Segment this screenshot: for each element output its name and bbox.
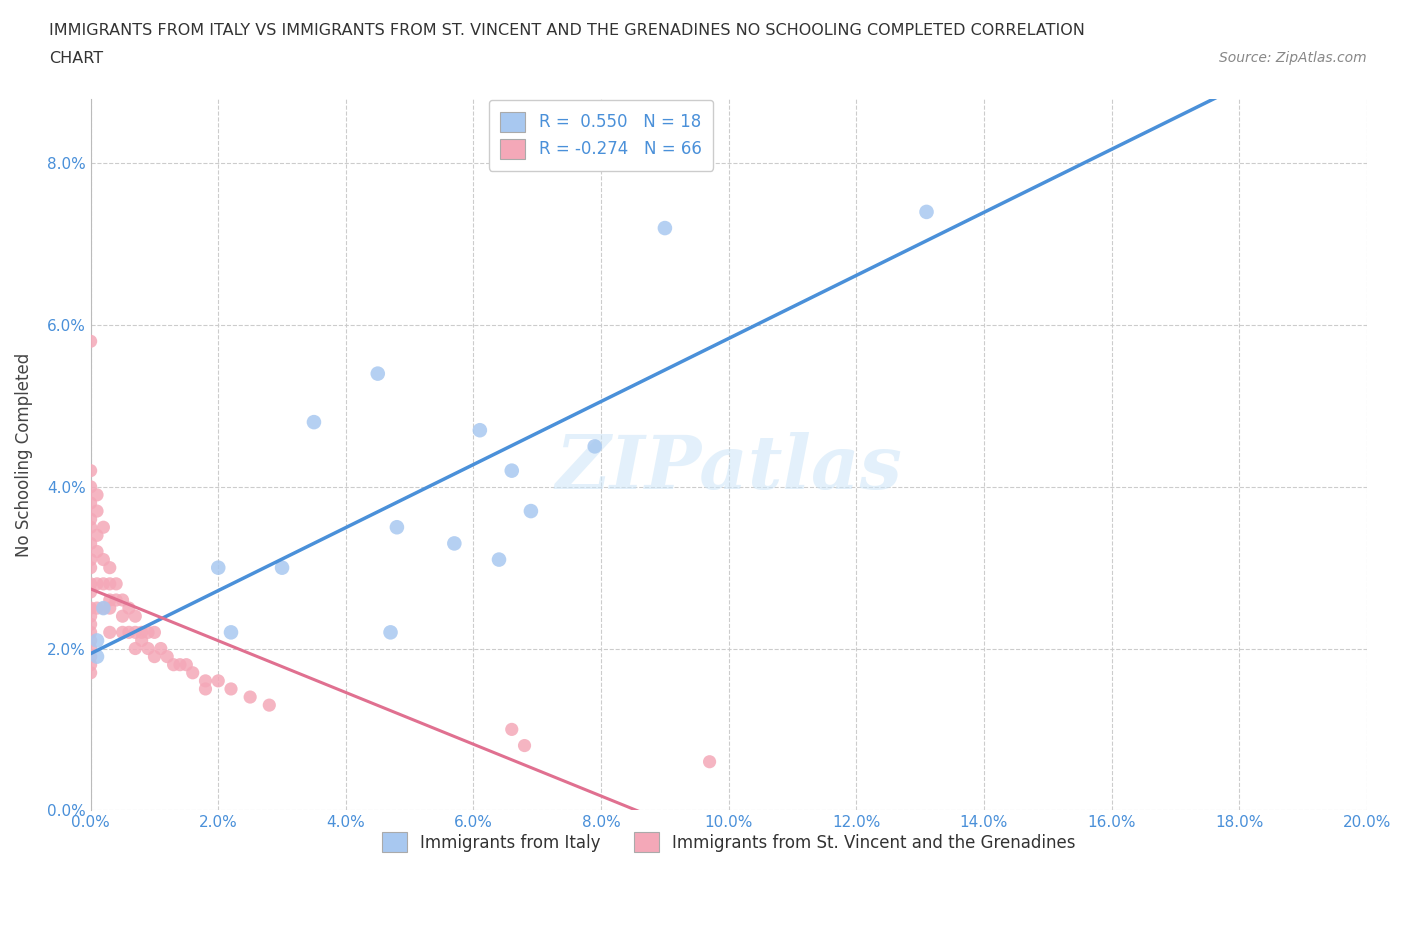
Point bbox=[93, 520, 115, 535]
Point bbox=[98, 601, 121, 616]
Point bbox=[79, 601, 101, 616]
Point bbox=[131, 633, 153, 648]
Text: CHART: CHART bbox=[49, 51, 103, 66]
Point bbox=[207, 673, 229, 688]
Point bbox=[79, 609, 101, 624]
Point bbox=[79, 665, 101, 680]
Point bbox=[86, 577, 108, 591]
Text: IMMIGRANTS FROM ITALY VS IMMIGRANTS FROM ST. VINCENT AND THE GRENADINES NO SCHOO: IMMIGRANTS FROM ITALY VS IMMIGRANTS FROM… bbox=[49, 23, 1085, 38]
Point bbox=[654, 220, 676, 235]
Point bbox=[98, 625, 121, 640]
Point bbox=[118, 601, 141, 616]
Point bbox=[93, 601, 115, 616]
Point bbox=[583, 439, 606, 454]
Point bbox=[520, 504, 543, 519]
Point bbox=[79, 625, 101, 640]
Point bbox=[86, 487, 108, 502]
Point bbox=[149, 641, 172, 656]
Point bbox=[176, 658, 198, 672]
Point bbox=[79, 536, 101, 551]
Point bbox=[111, 592, 134, 607]
Point bbox=[194, 673, 217, 688]
Point bbox=[169, 658, 191, 672]
Point bbox=[915, 205, 938, 219]
Point bbox=[79, 584, 101, 599]
Point bbox=[131, 625, 153, 640]
Text: Source: ZipAtlas.com: Source: ZipAtlas.com bbox=[1219, 51, 1367, 65]
Point bbox=[136, 625, 159, 640]
Point bbox=[105, 577, 128, 591]
Point bbox=[79, 577, 101, 591]
Point bbox=[239, 690, 262, 705]
Point bbox=[488, 552, 510, 567]
Point bbox=[385, 520, 408, 535]
Text: ZIPatlas: ZIPatlas bbox=[555, 432, 903, 505]
Point bbox=[98, 577, 121, 591]
Point bbox=[86, 601, 108, 616]
Point bbox=[105, 592, 128, 607]
Point bbox=[143, 625, 166, 640]
Point bbox=[207, 560, 229, 575]
Point bbox=[79, 649, 101, 664]
Point bbox=[118, 625, 141, 640]
Point bbox=[86, 528, 108, 543]
Point bbox=[162, 658, 184, 672]
Point bbox=[136, 641, 159, 656]
Point bbox=[93, 552, 115, 567]
Point bbox=[380, 625, 402, 640]
Point bbox=[93, 577, 115, 591]
Point bbox=[699, 754, 721, 769]
Point bbox=[194, 682, 217, 697]
Point bbox=[79, 463, 101, 478]
Point bbox=[79, 512, 101, 526]
Point bbox=[79, 633, 101, 648]
Point bbox=[468, 423, 491, 438]
Point bbox=[86, 544, 108, 559]
Point bbox=[302, 415, 325, 430]
Point bbox=[124, 641, 146, 656]
Point bbox=[271, 560, 294, 575]
Point bbox=[79, 658, 101, 672]
Point bbox=[124, 625, 146, 640]
Point bbox=[79, 479, 101, 494]
Point bbox=[124, 609, 146, 624]
Point bbox=[98, 560, 121, 575]
Point bbox=[79, 641, 101, 656]
Point bbox=[259, 698, 281, 712]
Point bbox=[79, 560, 101, 575]
Point bbox=[181, 665, 204, 680]
Point bbox=[219, 625, 242, 640]
Point bbox=[219, 682, 242, 697]
Point bbox=[86, 504, 108, 519]
Point bbox=[79, 334, 101, 349]
Point bbox=[79, 617, 101, 631]
Point bbox=[143, 649, 166, 664]
Point bbox=[501, 463, 523, 478]
Point bbox=[98, 592, 121, 607]
Point bbox=[79, 520, 101, 535]
Point bbox=[93, 601, 115, 616]
Point bbox=[513, 738, 536, 753]
Point bbox=[86, 633, 108, 648]
Point bbox=[443, 536, 465, 551]
Point bbox=[79, 552, 101, 567]
Point bbox=[111, 625, 134, 640]
Point bbox=[367, 366, 389, 381]
Point bbox=[79, 496, 101, 511]
Point bbox=[501, 722, 523, 737]
Y-axis label: No Schooling Completed: No Schooling Completed bbox=[15, 352, 32, 556]
Point bbox=[111, 609, 134, 624]
Point bbox=[156, 649, 179, 664]
Legend: Immigrants from Italy, Immigrants from St. Vincent and the Grenadines: Immigrants from Italy, Immigrants from S… bbox=[375, 825, 1083, 858]
Point bbox=[86, 649, 108, 664]
